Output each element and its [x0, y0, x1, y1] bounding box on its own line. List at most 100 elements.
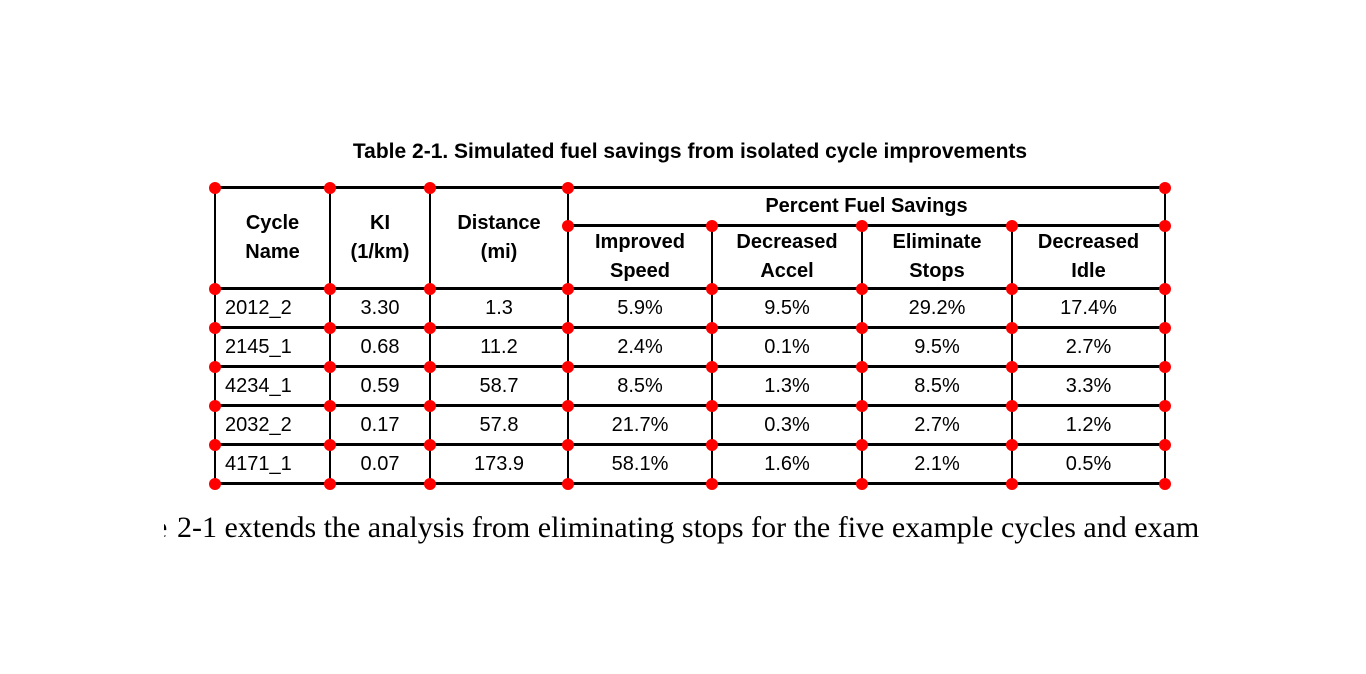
grid-marker-dot [209, 399, 221, 412]
grid-marker-dot [1006, 399, 1018, 412]
grid-marker-dot [324, 321, 336, 334]
cell-eliminate-stops: 2.1% [861, 443, 1013, 485]
grid-marker-dot [1159, 282, 1171, 295]
col-header-line: Stops [909, 260, 965, 282]
cell-cycle-name: 2032_2 [214, 404, 331, 446]
cell-ki: 0.07 [329, 443, 431, 485]
grid-marker-dot [324, 181, 336, 194]
grid-marker-dot [856, 477, 868, 490]
cell-improved-speed: 2.4% [567, 326, 713, 368]
grid-marker-dot [1159, 219, 1171, 232]
table-row: 4171_1 0.07 173.9 58.1% 1.6% 2.1% 0.5% [214, 443, 1166, 485]
grid-marker-dot [706, 477, 718, 490]
grid-marker-dot [209, 360, 221, 373]
cell-distance: 58.7 [429, 365, 569, 407]
cell-eliminate-stops: 29.2% [861, 287, 1013, 329]
grid-marker-dot [424, 438, 436, 451]
grid-marker-dot [562, 477, 574, 490]
grid-marker-dot [424, 181, 436, 194]
cell-decreased-accel: 9.5% [711, 287, 863, 329]
col-header-decreased-accel: Decreased Accel [711, 224, 863, 290]
cell-decreased-accel: 0.3% [711, 404, 863, 446]
grid-marker-dot [562, 321, 574, 334]
cell-improved-speed: 21.7% [567, 404, 713, 446]
body-text: e 2-1 extends the analysis from eliminati… [164, 510, 1366, 546]
cell-eliminate-stops: 8.5% [861, 365, 1013, 407]
cell-decreased-idle: 2.7% [1011, 326, 1166, 368]
grid-marker-dot [1006, 477, 1018, 490]
grid-marker-dot [1159, 438, 1171, 451]
grid-marker-dot [706, 399, 718, 412]
grid-marker-dot [1006, 219, 1018, 232]
grid-marker-dot [1006, 282, 1018, 295]
cell-eliminate-stops: 2.7% [861, 404, 1013, 446]
clipped-word-fragment: e [164, 510, 168, 546]
cell-distance: 57.8 [429, 404, 569, 446]
col-group-header-percent-fuel-savings: Percent Fuel Savings [567, 186, 1166, 227]
grid-marker-dot [324, 360, 336, 373]
grid-marker-dot [856, 321, 868, 334]
cell-cycle-name: 4171_1 [214, 443, 331, 485]
grid-marker-dot [562, 181, 574, 194]
grid-marker-dot [324, 477, 336, 490]
grid-marker-dot [1006, 360, 1018, 373]
cell-improved-speed: 8.5% [567, 365, 713, 407]
cell-ki: 0.17 [329, 404, 431, 446]
grid-marker-dot [424, 282, 436, 295]
grid-marker-dot [424, 360, 436, 373]
cell-decreased-accel: 0.1% [711, 326, 863, 368]
grid-marker-dot [706, 219, 718, 232]
col-header-improved-speed: Improved Speed [567, 224, 713, 290]
col-header-line: KI [370, 212, 390, 234]
table-row: 2145_1 0.68 11.2 2.4% 0.1% 9.5% 2.7% [214, 326, 1166, 368]
cell-distance: 11.2 [429, 326, 569, 368]
grid-marker-dot [856, 438, 868, 451]
fuel-savings-table: Cycle Name KI (1/km) Distance (mi) Perce… [214, 186, 1166, 485]
col-header-line: Decreased [736, 231, 838, 253]
grid-marker-dot [209, 282, 221, 295]
grid-marker-dot [324, 282, 336, 295]
grid-marker-dot [856, 360, 868, 373]
table-row: 2012_2 3.30 1.3 5.9% 9.5% 29.2% 17.4% [214, 287, 1166, 329]
grid-marker-dot [209, 181, 221, 194]
grid-marker-dot [424, 321, 436, 334]
grid-marker-dot [562, 282, 574, 295]
cell-cycle-name: 4234_1 [214, 365, 331, 407]
grid-marker-dot [324, 438, 336, 451]
grid-marker-dot [562, 438, 574, 451]
grid-marker-dot [856, 282, 868, 295]
grid-marker-dot [562, 360, 574, 373]
cell-decreased-accel: 1.3% [711, 365, 863, 407]
cell-decreased-idle: 17.4% [1011, 287, 1166, 329]
cell-decreased-idle: 3.3% [1011, 365, 1166, 407]
grid-marker-dot [706, 282, 718, 295]
col-header-line: Decreased [1037, 231, 1140, 253]
grid-marker-dot [562, 219, 574, 232]
grid-marker-dot [706, 438, 718, 451]
col-header-line: Eliminate [892, 231, 982, 253]
grid-marker-dot [424, 399, 436, 412]
grid-marker-dot [1159, 181, 1171, 194]
col-header-distance: Distance (mi) [429, 186, 569, 290]
cell-ki: 3.30 [329, 287, 431, 329]
grid-marker-dot [209, 321, 221, 334]
cell-distance: 1.3 [429, 287, 569, 329]
cell-decreased-idle: 0.5% [1011, 443, 1166, 485]
cell-cycle-name: 2145_1 [214, 326, 331, 368]
col-header-line: Accel [760, 260, 814, 282]
cell-eliminate-stops: 9.5% [861, 326, 1013, 368]
grid-marker-dot [1006, 438, 1018, 451]
grid-marker-dot [1159, 399, 1171, 412]
col-header-line: Distance [457, 212, 541, 234]
grid-marker-dot [1159, 477, 1171, 490]
col-header-eliminate-stops: Eliminate Stops [861, 224, 1013, 290]
grid-marker-dot [706, 321, 718, 334]
cell-ki: 0.59 [329, 365, 431, 407]
grid-marker-dot [209, 438, 221, 451]
grid-marker-dot [562, 399, 574, 412]
cell-cycle-name: 2012_2 [214, 287, 331, 329]
grid-marker-dot [706, 360, 718, 373]
grid-marker-dot [1159, 360, 1171, 373]
table-caption: Table 2-1. Simulated fuel savings from i… [352, 140, 1028, 163]
body-text-content: 2-1 extends the analysis from eliminatin… [177, 511, 1200, 544]
